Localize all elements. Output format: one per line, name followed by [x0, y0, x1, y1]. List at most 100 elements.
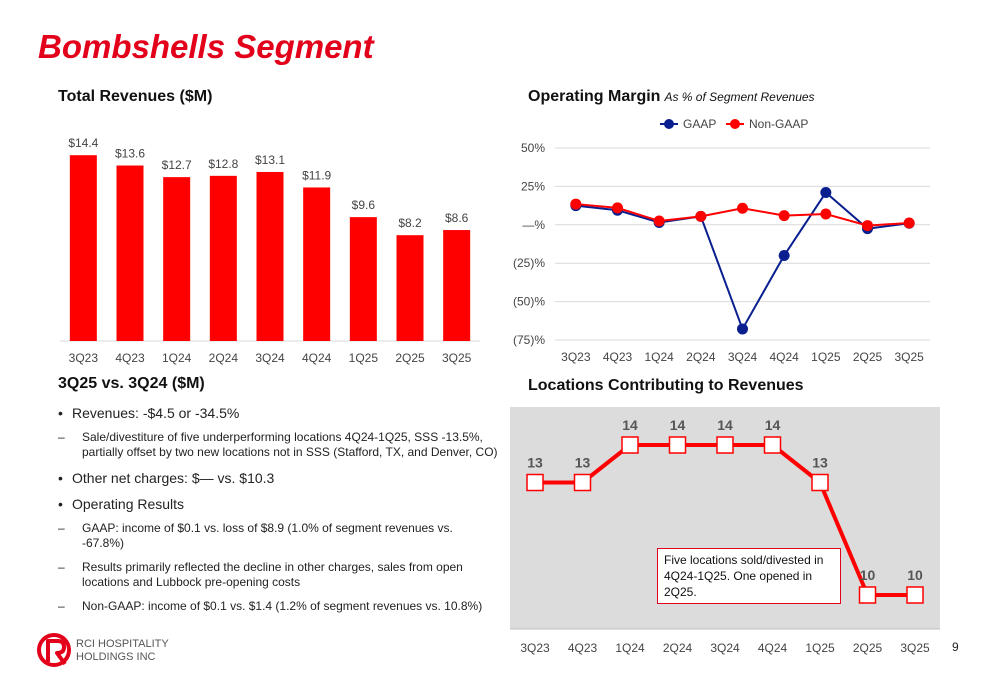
data-point	[653, 215, 665, 227]
x-tick-label: 3Q24	[255, 351, 285, 365]
data-point	[820, 187, 832, 199]
locations-note: Five locations sold/divested in 4Q24-1Q2…	[657, 548, 841, 604]
legend-label: GAAP	[683, 117, 716, 131]
y-tick-label: 25%	[521, 179, 545, 193]
data-point	[862, 220, 873, 232]
data-point	[612, 202, 623, 214]
x-tick-label: 1Q25	[811, 350, 841, 364]
margin-chart-title-text: Operating Margin	[528, 88, 661, 105]
bar-value-label: $11.9	[302, 168, 331, 182]
data-point	[668, 436, 687, 454]
data-point	[858, 586, 877, 604]
data-label: 13	[812, 455, 828, 471]
revenue-bar	[256, 171, 284, 341]
data-point	[737, 202, 748, 214]
y-tick-label: (50)%	[513, 295, 545, 309]
bar-value-label: $8.6	[445, 211, 469, 225]
bar-value-label: $13.1	[255, 153, 285, 167]
operating-margin-chart: 50% 25% —% (25)% (50)% (75)% 3Q23 4Q23 1Q24 2Q24 3…	[513, 117, 930, 364]
data-point	[716, 436, 734, 454]
data-point	[811, 473, 829, 492]
x-tick-label: 2Q25	[853, 641, 883, 655]
margin-chart-title: Operating Margin As % of Segment Revenues	[528, 88, 815, 106]
y-tick-label: (75)%	[513, 333, 545, 347]
data-point	[778, 210, 790, 222]
x-tick-label: 4Q24	[302, 351, 332, 365]
data-label: 14	[765, 417, 781, 433]
y-tick-label: (25)%	[513, 256, 545, 270]
x-tick-label: 4Q23	[568, 641, 598, 655]
data-point	[737, 323, 748, 335]
margin-chart-subtitle: As % of Segment Revenues	[664, 90, 815, 104]
bar-value-label: $9.6	[352, 198, 376, 212]
data-point	[695, 210, 707, 222]
x-tick-label: 3Q23	[69, 351, 99, 365]
x-tick-label: 4Q23	[115, 351, 145, 365]
x-tick-label: 3Q24	[710, 641, 740, 655]
data-point	[763, 436, 782, 454]
revenue-chart-title: Total Revenues ($M)	[58, 88, 213, 105]
page-title: Bombshells Segment	[38, 28, 374, 65]
data-point	[526, 473, 544, 492]
x-tick-label: 4Q24	[758, 641, 788, 655]
x-tick-label: 3Q23	[520, 641, 550, 655]
revenue-bar	[443, 230, 471, 341]
bullet-item: Operating Results	[58, 495, 498, 513]
comparison-title: 3Q25 vs. 3Q24 ($M)	[58, 375, 205, 392]
bar-value-label: $8.2	[398, 216, 422, 230]
data-label: 14	[622, 417, 638, 433]
x-tick-label: 2Q25	[853, 350, 883, 364]
data-label: 13	[575, 455, 591, 471]
revenue-bar	[69, 155, 97, 341]
logo-text-line1: RCI HOSPITALITY	[76, 638, 169, 650]
locations-chart: 13 13 14 14 14 14 13 10 10 3Q23 4Q23 1Q24 2Q24 3Q24 4Q…	[510, 407, 940, 655]
x-tick-label: 1Q24	[615, 641, 645, 655]
x-tick-label: 3Q25	[894, 350, 924, 364]
legend-marker	[664, 119, 674, 129]
x-tick-label: 4Q24	[769, 350, 799, 364]
data-point	[906, 586, 924, 604]
x-tick-label: 3Q25	[442, 351, 472, 365]
bullet-item: Other net charges: $— vs. $10.3	[58, 469, 498, 487]
revenue-bar-chart: $14.4 3Q23 $13.6 4Q23 $12.7 1Q24 $12.8 2Q24 $13.…	[60, 136, 480, 365]
rci-logo: RCI HOSPITALITY HOLDINGS INC	[37, 633, 169, 667]
data-point	[573, 473, 592, 492]
comparison-bullets: Revenues: -$4.5 or -34.5% Sale/divestitur…	[58, 404, 498, 623]
bar-value-label: $12.7	[162, 158, 192, 172]
bullet-item: Revenues: -$4.5 or -34.5%	[58, 404, 498, 422]
page-number: 9	[952, 640, 959, 654]
revenue-bar	[303, 187, 331, 341]
data-label: 13	[527, 455, 543, 471]
revenue-bar	[116, 165, 144, 341]
x-tick-label: 1Q24	[162, 351, 192, 365]
x-tick-label: 3Q23	[561, 350, 591, 364]
logo-text-line2: HOLDINGS INC	[76, 651, 156, 663]
data-point	[621, 436, 639, 454]
data-point	[570, 198, 582, 210]
revenue-bar	[163, 177, 191, 341]
data-point	[778, 250, 790, 262]
x-tick-label: 2Q25	[395, 351, 425, 365]
sub-bullet-item: Sale/divestiture of five underperforming…	[58, 430, 498, 460]
bar-value-label: $12.8	[208, 157, 238, 171]
x-tick-label: 2Q24	[663, 641, 693, 655]
data-label: 10	[860, 567, 876, 583]
x-tick-label: 1Q25	[349, 351, 379, 365]
sub-bullet-item: Non-GAAP: income of $0.1 vs. $1.4 (1.2% …	[58, 599, 498, 614]
sub-bullet-item: Results primarily reflected the decline …	[58, 560, 498, 590]
x-tick-label: 2Q24	[686, 350, 716, 364]
sub-bullet-item: GAAP: income of $0.1 vs. loss of $8.9 (1…	[58, 521, 498, 551]
x-tick-label: 1Q24	[644, 350, 674, 364]
data-label: 14	[670, 417, 686, 433]
bar-value-label: $13.6	[115, 147, 145, 161]
data-label: 10	[907, 567, 923, 583]
locations-chart-title: Locations Contributing to Revenues	[528, 377, 804, 394]
x-tick-label: 4Q23	[603, 350, 633, 364]
data-label: 14	[717, 417, 733, 433]
x-tick-label: 3Q25	[900, 641, 930, 655]
legend-label: Non-GAAP	[749, 117, 808, 131]
revenue-bar	[209, 175, 237, 341]
data-point	[820, 208, 832, 220]
x-tick-label: 2Q24	[209, 351, 239, 365]
bar-value-label: $14.4	[68, 136, 98, 150]
